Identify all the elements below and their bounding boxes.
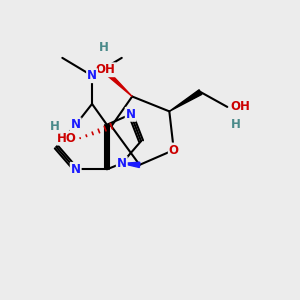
Text: H: H — [50, 120, 60, 133]
Text: OH: OH — [230, 100, 250, 113]
Text: H: H — [231, 118, 241, 131]
Text: H: H — [99, 41, 109, 54]
Polygon shape — [102, 68, 132, 97]
Text: N: N — [71, 163, 81, 176]
Text: N: N — [87, 69, 97, 82]
Text: OH: OH — [95, 63, 116, 76]
Polygon shape — [122, 162, 140, 167]
Text: N: N — [126, 108, 136, 121]
Text: HO: HO — [57, 132, 77, 145]
Text: N: N — [117, 157, 127, 170]
Polygon shape — [169, 90, 202, 111]
Text: O: O — [169, 143, 179, 157]
Text: N: N — [71, 118, 81, 131]
